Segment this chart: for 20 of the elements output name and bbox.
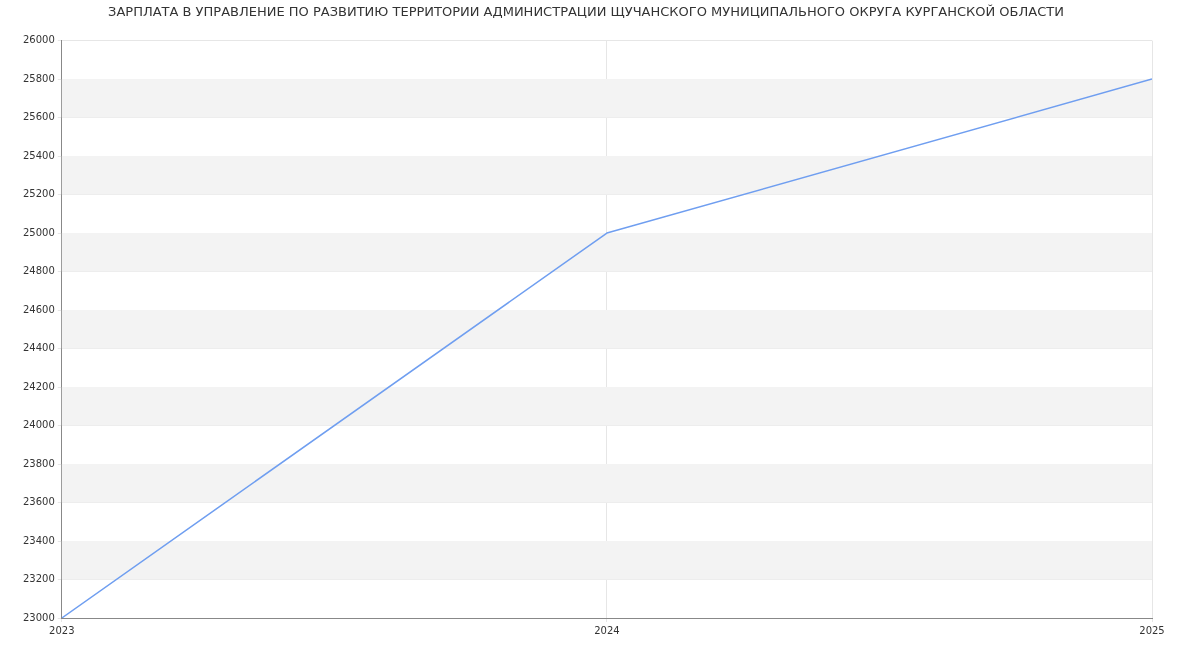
y-tick-label: 24800 xyxy=(23,265,55,277)
y-tick-label: 23200 xyxy=(23,573,55,585)
x-tick-label: 2023 xyxy=(49,624,75,636)
x-tick-label: 2025 xyxy=(1139,624,1165,636)
y-tick-label: 25400 xyxy=(23,149,55,161)
y-tick-label: 25600 xyxy=(23,111,55,123)
y-tick-label: 23600 xyxy=(23,496,55,508)
y-tick-label: 25000 xyxy=(23,226,55,238)
y-tick-label: 23000 xyxy=(23,611,55,623)
y-tick-label: 23800 xyxy=(23,457,55,469)
y-tick-label: 24000 xyxy=(23,419,55,431)
y-tick-label: 24400 xyxy=(23,342,55,354)
y-tick-label: 25200 xyxy=(23,188,55,200)
chart-title: ЗАРПЛАТА В УПРАВЛЕНИЕ ПО РАЗВИТИЮ ТЕРРИТОРИИ АДМИНИСТРАЦИИ ЩУЧАНСКОГО МУНИЦИПАЛЬНОГО ОКРУГА КУРГАНСКОЙ ОБЛАСТИ xyxy=(108,4,1064,20)
y-tick-label: 24200 xyxy=(23,380,55,392)
y-tick-label: 23400 xyxy=(23,534,55,546)
y-tick-label: 26000 xyxy=(23,34,55,46)
x-tick-label: 2024 xyxy=(594,624,620,636)
y-tick-label: 24600 xyxy=(23,303,55,315)
y-tick-label: 25800 xyxy=(23,72,55,84)
